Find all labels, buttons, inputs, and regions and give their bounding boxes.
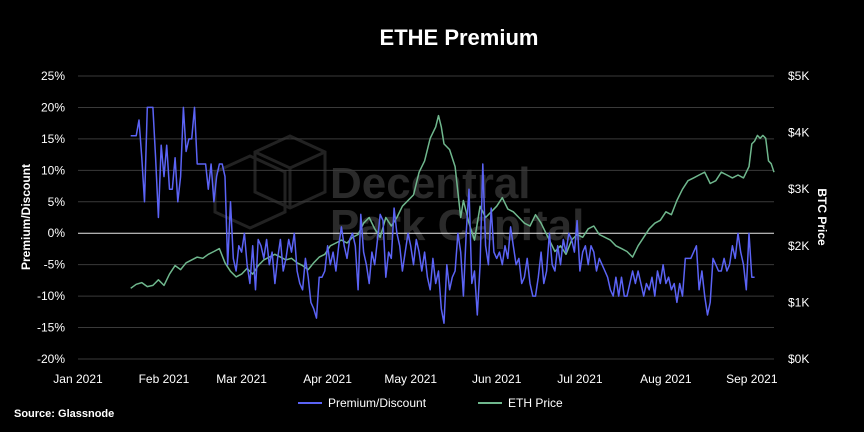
- y-left-tick-label: -20%: [37, 352, 65, 366]
- y-left-tick-label: 10%: [41, 163, 65, 177]
- y-right-tick-label: $1K: [788, 295, 809, 309]
- y-left-tick-label: 25%: [41, 69, 65, 83]
- chart-title: ETHE Premium: [380, 25, 539, 50]
- y-right-tick-label: $4K: [788, 126, 809, 140]
- y-left-tick-label: 20%: [41, 100, 65, 114]
- series-line-premium-discount: [130, 106, 755, 324]
- y-right-tick-labels: $5K $4K $3K $2K $1K $0K: [788, 69, 809, 366]
- x-tick-label: Jul 2021: [557, 372, 603, 386]
- source-note: Source: Glassnode: [14, 408, 114, 420]
- y-right-tick-label: $0K: [788, 352, 809, 366]
- x-tick-label: Jun 2021: [472, 372, 522, 386]
- y-left-tick-labels: 25% 20% 15% 10% 5% 0% -5% -10% -15% -20%: [37, 69, 65, 366]
- y-left-tick-label: 0%: [48, 226, 66, 240]
- y-left-tick-label: 15%: [41, 132, 65, 146]
- watermark-line-1: Decentral: [330, 159, 531, 208]
- y-left-tick-label: 5%: [48, 195, 66, 209]
- x-tick-label: Mar 2021: [216, 372, 267, 386]
- x-tick-label: Jan 2021: [53, 372, 103, 386]
- x-tick-labels: Jan 2021 Feb 2021 Mar 2021 Apr 2021 May 2021…: [53, 372, 778, 386]
- y-right-tick-label: $3K: [788, 182, 809, 196]
- watermark-logo: [213, 134, 327, 230]
- legend-label-premium: Premium/Discount: [328, 396, 427, 410]
- x-tick-label: May 2021: [384, 372, 437, 386]
- x-tick-label: Aug 2021: [640, 372, 692, 386]
- y-left-axis-title: Premium/Discount: [19, 164, 33, 270]
- y-right-tick-label: $2K: [788, 239, 809, 253]
- y-left-tick-label: -15%: [37, 321, 65, 335]
- y-left-tick-label: -5%: [44, 258, 66, 272]
- x-tick-label: Feb 2021: [139, 372, 190, 386]
- legend: Premium/Discount ETH Price: [298, 396, 563, 410]
- series-line-eth-price: [130, 114, 775, 289]
- y-left-tick-label: -10%: [37, 289, 65, 303]
- series-lines: [130, 106, 775, 324]
- x-tick-label: Apr 2021: [303, 372, 352, 386]
- y-right-tick-label: $5K: [788, 69, 809, 83]
- legend-label-eth: ETH Price: [508, 396, 563, 410]
- x-tick-label: Sep 2021: [726, 372, 778, 386]
- y-right-axis-title: BTC Price: [815, 188, 829, 246]
